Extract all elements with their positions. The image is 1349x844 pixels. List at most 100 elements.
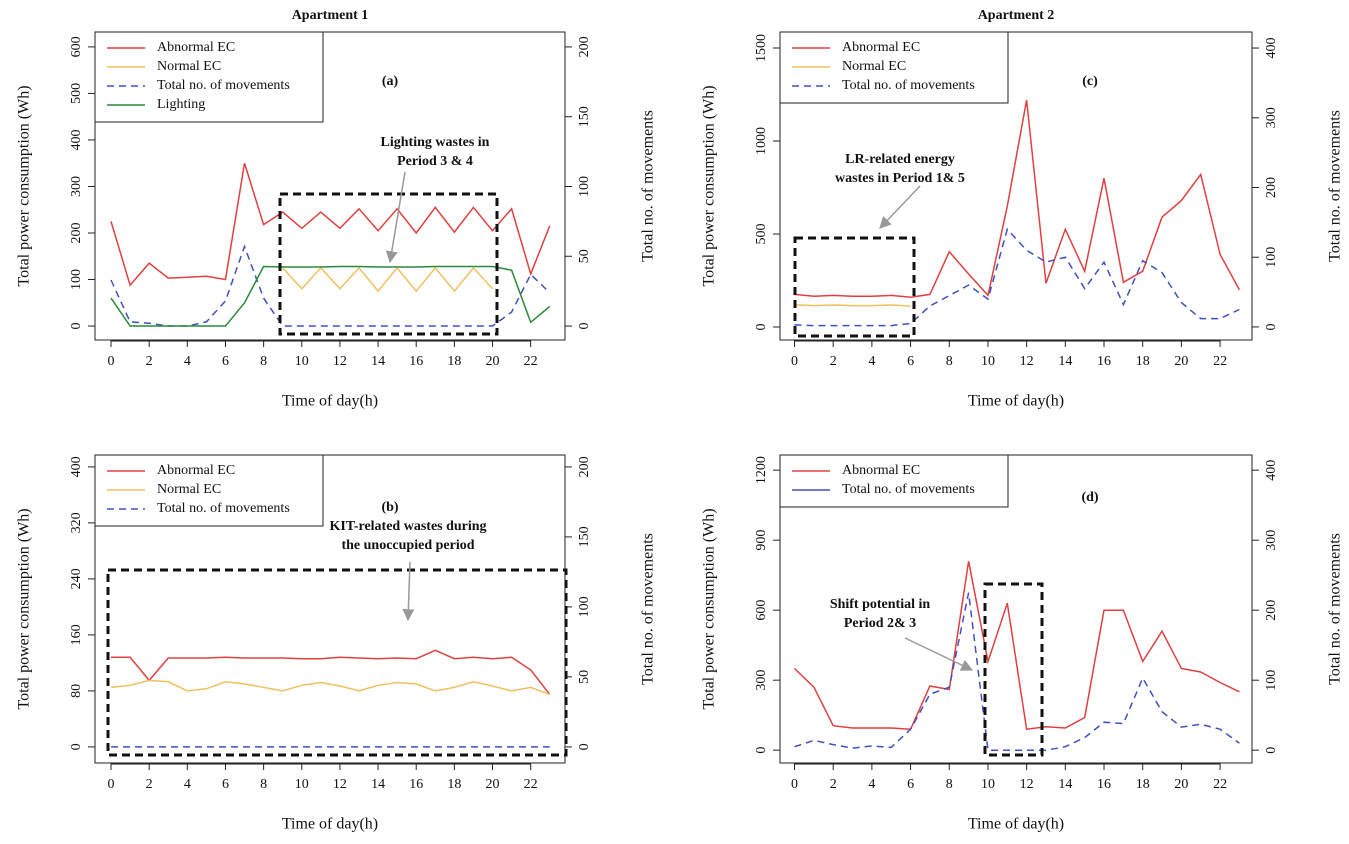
y-tick-label: 0: [754, 323, 769, 330]
annotation: Lighting wastes in: [381, 135, 490, 150]
series-line: [110, 679, 550, 696]
x-tick-label: 2: [830, 777, 837, 792]
x-tick-label: 8: [946, 777, 953, 792]
x-tick-label: 14: [1058, 777, 1072, 792]
y2-tick-label: 100: [577, 176, 592, 197]
y-tick-label: 80: [69, 684, 84, 698]
y2-tick-label: 0: [1264, 323, 1279, 330]
plot-box: [779, 31, 1253, 341]
series-line: [794, 227, 1240, 327]
x-tick-label: 10: [981, 354, 995, 369]
series-line: [282, 266, 494, 293]
y-tick-label: 500: [69, 83, 84, 104]
x-tick-label: 20: [486, 777, 500, 792]
y-tick-label: 300: [69, 176, 84, 197]
annotation: wastes in Period 1& 5: [835, 171, 965, 186]
x-tick-label: 0: [108, 354, 115, 369]
x-tick-label: 22: [524, 354, 538, 369]
x-tick-label: 22: [1213, 777, 1227, 792]
y-tick-label: 400: [69, 129, 84, 150]
annotation: Shift potential in: [830, 597, 931, 612]
series-line: [110, 162, 551, 287]
highlight-box: [793, 236, 916, 338]
series-line: [111, 649, 551, 695]
y-tick-label: 1200: [754, 456, 769, 484]
annotation: the unoccupied period: [341, 538, 474, 553]
x-tick-label: 4: [868, 354, 875, 369]
y2-tick-label: 150: [577, 106, 592, 127]
x-axis-title: Time of day(h): [282, 816, 378, 833]
y2-tick-label: 0: [577, 743, 592, 750]
x-tick-label: 6: [222, 777, 229, 792]
series-line: [110, 265, 551, 327]
y2-tick-label: 300: [1264, 530, 1279, 551]
y2-tick-label: 100: [1264, 247, 1279, 268]
x-tick-label: 10: [981, 777, 995, 792]
x-tick-label: 10: [295, 354, 309, 369]
y2-tick-label: 200: [1264, 600, 1279, 621]
y-tick-label: 160: [69, 624, 84, 645]
x-tick-label: 18: [1136, 354, 1150, 369]
legend-label: Normal EC: [842, 59, 906, 74]
y-axis-title: Total power consumption (Wh): [701, 508, 718, 709]
legend-label: Total no. of movements: [157, 501, 290, 516]
x-axis-title: Time of day(h): [968, 816, 1064, 833]
x-tick-label: 12: [1020, 354, 1034, 369]
chart-title: Apartment 1: [292, 8, 369, 23]
x-tick-label: 8: [946, 354, 953, 369]
legend-label: Abnormal EC: [842, 463, 920, 478]
highlight-box: [983, 582, 1044, 757]
annotation: LR-related energy: [845, 152, 955, 167]
legend-box: [94, 31, 324, 123]
x-tick-label: 12: [333, 777, 347, 792]
legend-label: Abnormal EC: [842, 40, 920, 55]
y2-tick-label: 0: [1264, 747, 1279, 754]
annotation: Period 3 & 4: [397, 154, 473, 169]
y-tick-label: 320: [69, 512, 84, 533]
x-tick-label: 18: [447, 777, 461, 792]
x-tick-label: 16: [409, 777, 423, 792]
y2-tick-label: 100: [1264, 670, 1279, 691]
legend-label: Total no. of movements: [842, 78, 975, 93]
y2-tick-label: 150: [577, 526, 592, 547]
x-tick-label: 10: [295, 777, 309, 792]
y-tick-label: 600: [754, 600, 769, 621]
panel-label: (a): [382, 74, 399, 89]
y2-tick-label: 400: [1264, 460, 1279, 481]
x-tick-label: 6: [222, 354, 229, 369]
y2-axis-title: Total no. of movements: [640, 110, 657, 262]
series-line: [794, 592, 1240, 751]
x-tick-label: 18: [1136, 777, 1150, 792]
annotation: Period 2& 3: [844, 616, 916, 631]
annotation-arrow: [385, 171, 406, 264]
x-tick-label: 8: [260, 777, 267, 792]
highlight-box: [106, 568, 568, 757]
panel-label: (b): [381, 500, 398, 515]
series-line: [793, 561, 1240, 731]
x-tick-label: 6: [907, 354, 914, 369]
y-tick-label: 0: [69, 323, 84, 330]
series-line: [794, 303, 911, 307]
legend-label: Normal EC: [157, 482, 221, 497]
x-axis-title: Time of day(h): [968, 393, 1064, 410]
y-tick-label: 400: [69, 456, 84, 477]
y2-tick-label: 200: [577, 36, 592, 57]
x-tick-label: 12: [1020, 777, 1034, 792]
legend-label: Normal EC: [157, 59, 221, 74]
x-tick-label: 0: [791, 777, 798, 792]
y-axis-title: Total power consumption (Wh): [701, 85, 718, 286]
y-tick-label: 100: [69, 269, 84, 290]
panel-label: (c): [1082, 74, 1098, 89]
x-tick-label: 4: [184, 354, 191, 369]
legend-label: Lighting: [157, 97, 205, 112]
y-tick-label: 900: [754, 530, 769, 551]
legend-label: Abnormal EC: [157, 463, 235, 478]
series-line: [110, 244, 551, 327]
y-tick-label: 1000: [754, 127, 769, 155]
annotation-arrow: [879, 185, 921, 229]
x-tick-label: 22: [1213, 354, 1227, 369]
x-tick-label: 0: [108, 777, 115, 792]
legend-label: Abnormal EC: [157, 40, 235, 55]
y-tick-label: 0: [754, 747, 769, 754]
